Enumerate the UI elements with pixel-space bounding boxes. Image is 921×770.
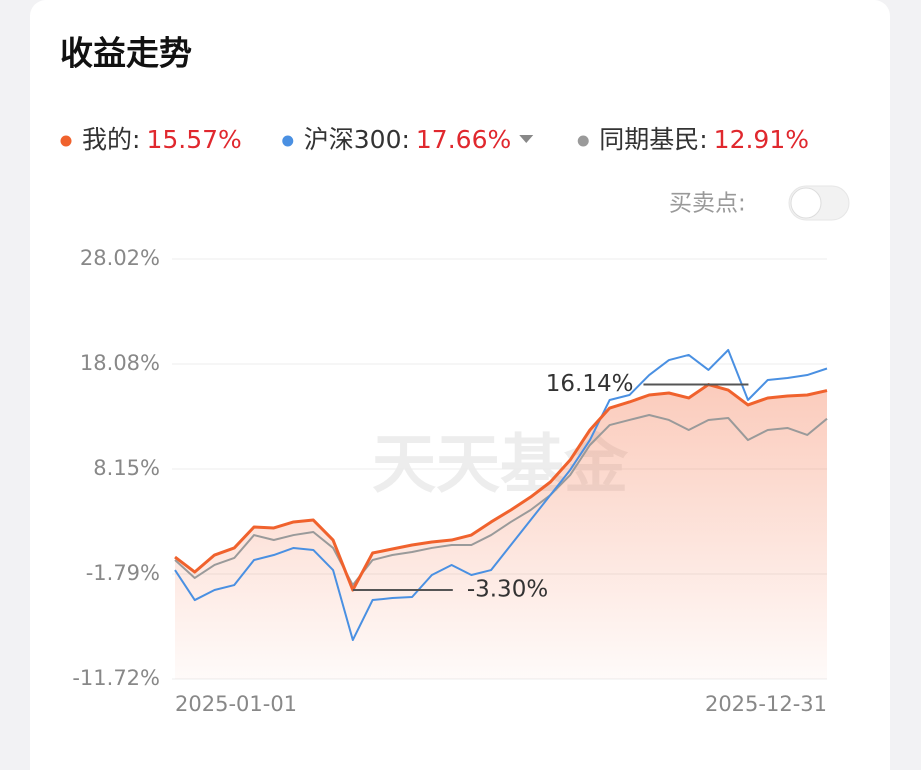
legend-dot (282, 135, 294, 147)
legend-item[interactable]: 沪深300: 17.66% (282, 125, 534, 154)
legend-label: 同期基民: (599, 125, 707, 154)
toggle-label: 买卖点: (669, 191, 746, 217)
y-tick-label: 28.02% (80, 246, 160, 270)
legend-value: 12.91% (714, 125, 809, 154)
legend-item[interactable]: 我的: 15.57% (60, 125, 242, 154)
legend-label: 沪深300: (304, 125, 410, 154)
area (175, 384, 827, 679)
legend-label: 我的: (82, 125, 140, 154)
chart-title: 收益走势 (60, 34, 192, 73)
y-tick-label: 8.15% (93, 456, 160, 480)
legend-item[interactable]: 同期基民: 12.91% (577, 125, 809, 154)
y-tick-label: -1.79% (86, 561, 160, 585)
toggle-knob[interactable] (790, 187, 822, 219)
legend-value: 17.66% (416, 125, 511, 154)
legend-dot (60, 135, 72, 147)
dropdown-arrow[interactable] (519, 135, 534, 143)
x-tick-label: 2025-12-31 (705, 692, 827, 716)
series-line (174, 383, 828, 592)
series-line (174, 413, 828, 587)
y-tick-label: 18.08% (80, 351, 160, 375)
y-tick-label: -11.72% (72, 666, 160, 690)
legend-value: 15.57% (146, 125, 241, 154)
annotation-label: -3.30% (467, 577, 548, 603)
annotation-label: 16.14% (546, 371, 634, 397)
series-line (174, 348, 828, 642)
legend-dot (577, 135, 589, 147)
x-tick-label: 2025-01-01 (175, 692, 297, 716)
